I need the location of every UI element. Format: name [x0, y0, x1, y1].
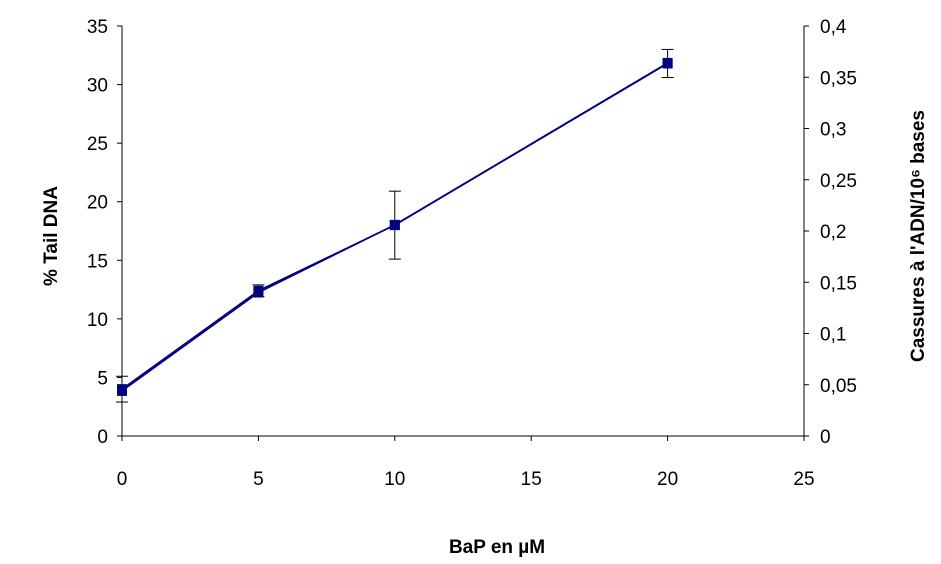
y2-tick-label: 0,35	[820, 68, 857, 89]
y2-tick-label: 0,05	[820, 376, 857, 397]
y2-tick-label: 0,4	[820, 17, 847, 38]
y2-tick-label: 0,15	[820, 273, 857, 294]
y-tick-label: 5	[97, 368, 108, 389]
x-tick-label: 5	[253, 469, 264, 490]
y-tick-label: 25	[87, 134, 108, 155]
y-tick-label: 15	[87, 251, 108, 272]
series-group	[117, 57, 673, 396]
series-line-right	[121, 62, 669, 392]
y2-tick-label: 0,1	[820, 325, 846, 346]
y2-axis-title: Cassures à l'ADN/10⁶ bases	[908, 110, 929, 362]
data-point-right	[117, 385, 127, 396]
y-tick-label: 0	[97, 427, 108, 448]
data-point-right	[389, 219, 400, 230]
y2-tick-label: 0	[820, 427, 831, 448]
y-tick-label: 10	[87, 310, 108, 331]
x-tick-label: 0	[117, 469, 128, 490]
x-tick-label: 10	[384, 469, 405, 490]
x-tick-label: 25	[793, 469, 814, 490]
y-axis-title: % Tail DNA	[41, 186, 62, 286]
y-tick-label: 30	[87, 76, 108, 97]
data-point-right	[253, 287, 264, 298]
x-axis-title: BaP en µM	[449, 537, 545, 558]
axes: 0 5 10 15 20 25 0 5 10 15 20 25 30 35 0 0,05 0,1 0,15 0,2 0…	[87, 17, 857, 490]
data-point-right	[662, 57, 673, 68]
y-tick-label: 20	[87, 193, 108, 214]
x-tick-label: 20	[657, 469, 678, 490]
y2-tick-label: 0,3	[820, 120, 846, 141]
y-tick-label: 35	[87, 17, 108, 38]
y2-tick-label: 0,25	[820, 171, 857, 192]
y2-tick-label: 0,2	[820, 222, 846, 243]
x-tick-label: 15	[521, 469, 542, 490]
